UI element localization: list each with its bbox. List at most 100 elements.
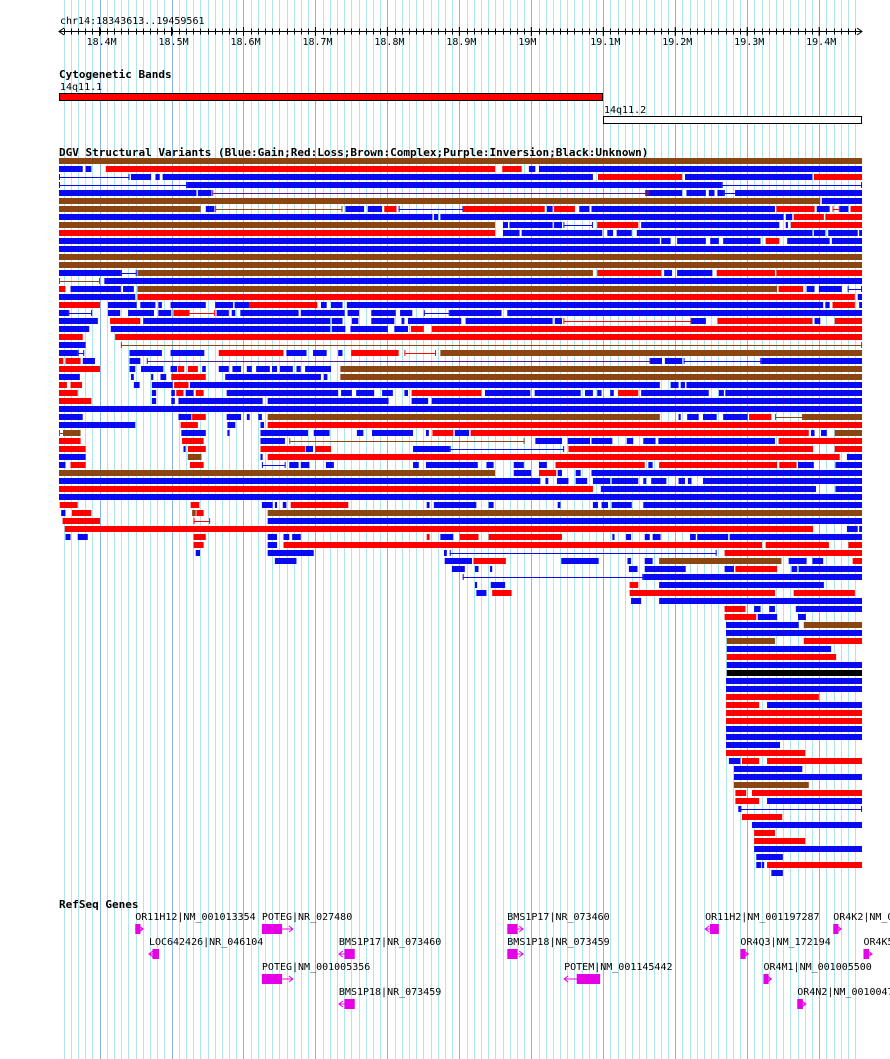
sv-feature[interactable] bbox=[345, 206, 365, 212]
sv-feature[interactable] bbox=[757, 614, 778, 620]
sv-feature[interactable] bbox=[313, 350, 327, 356]
gene-feature[interactable]: BMS1P17|NR_073460 bbox=[338, 937, 441, 959]
sv-feature[interactable] bbox=[59, 198, 821, 204]
sv-feature[interactable] bbox=[185, 390, 194, 396]
sv-feature[interactable] bbox=[151, 374, 154, 380]
sv-feature[interactable] bbox=[513, 470, 532, 476]
sv-feature[interactable] bbox=[258, 414, 262, 420]
sv-feature[interactable] bbox=[561, 558, 599, 564]
sv-feature[interactable] bbox=[190, 502, 200, 508]
sv-feature[interactable] bbox=[825, 214, 863, 220]
sv-feature[interactable] bbox=[413, 462, 419, 468]
sv-feature[interactable] bbox=[176, 390, 184, 396]
sv-feature[interactable] bbox=[289, 462, 299, 468]
sv-feature[interactable] bbox=[680, 382, 686, 388]
gene-feature[interactable]: OR4K5 bbox=[863, 937, 890, 959]
gene-feature[interactable]: BMS1P17|NR_073460 bbox=[507, 912, 610, 934]
sv-feature[interactable] bbox=[726, 622, 799, 628]
sv-feature[interactable] bbox=[834, 430, 863, 436]
sv-feature[interactable] bbox=[708, 190, 715, 196]
track-title-refseq-genes[interactable]: RefSeq Genes bbox=[59, 898, 138, 911]
sv-feature[interactable] bbox=[426, 534, 430, 540]
sv-feature[interactable] bbox=[554, 318, 562, 324]
sv-feature[interactable] bbox=[726, 654, 837, 660]
sv-feature[interactable] bbox=[283, 534, 290, 540]
sv-feature[interactable] bbox=[155, 174, 160, 180]
track-title-dgv[interactable]: DGV Structural Variants (Blue:Gain;Red:L… bbox=[59, 146, 648, 159]
sv-feature[interactable] bbox=[803, 638, 863, 644]
sv-feature[interactable] bbox=[726, 694, 819, 700]
sv-feature[interactable] bbox=[331, 318, 343, 324]
sv-feature[interactable] bbox=[367, 206, 383, 212]
sv-feature[interactable] bbox=[195, 550, 201, 556]
sv-feature[interactable] bbox=[643, 478, 647, 484]
sv-feature[interactable] bbox=[65, 358, 81, 364]
sv-feature[interactable] bbox=[128, 310, 154, 316]
sv-feature[interactable] bbox=[610, 390, 614, 396]
sv-feature[interactable] bbox=[607, 230, 614, 236]
sv-feature[interactable] bbox=[659, 582, 824, 588]
sv-feature[interactable] bbox=[62, 518, 101, 524]
sv-feature[interactable] bbox=[626, 438, 634, 444]
sv-feature[interactable] bbox=[260, 454, 263, 460]
sv-feature[interactable] bbox=[611, 502, 632, 508]
gene-feature[interactable]: OR4M1|NM_001005500 bbox=[763, 962, 872, 984]
sv-feature[interactable] bbox=[180, 422, 198, 428]
sv-feature[interactable] bbox=[202, 366, 206, 372]
sv-feature[interactable] bbox=[821, 198, 863, 204]
sv-feature[interactable] bbox=[751, 790, 863, 796]
sv-feature[interactable] bbox=[793, 590, 855, 596]
sv-feature[interactable] bbox=[110, 326, 331, 332]
sv-feature[interactable] bbox=[234, 302, 249, 308]
sv-feature[interactable] bbox=[733, 782, 809, 788]
sv-feature[interactable] bbox=[691, 318, 706, 324]
sv-feature[interactable] bbox=[351, 318, 359, 324]
sv-feature[interactable] bbox=[756, 854, 783, 860]
sv-feature[interactable] bbox=[59, 414, 83, 420]
sv-feature[interactable] bbox=[776, 206, 815, 212]
sv-feature[interactable] bbox=[205, 206, 215, 212]
sv-feature[interactable] bbox=[371, 310, 396, 316]
sv-feature[interactable] bbox=[59, 342, 86, 348]
sv-feature[interactable] bbox=[545, 478, 549, 484]
sv-feature[interactable] bbox=[340, 374, 863, 380]
sv-feature[interactable] bbox=[425, 462, 478, 468]
sv-feature[interactable] bbox=[835, 462, 863, 468]
sv-feature[interactable] bbox=[629, 582, 639, 588]
sv-feature[interactable] bbox=[267, 422, 863, 428]
sv-feature[interactable] bbox=[728, 758, 741, 764]
sv-feature[interactable] bbox=[411, 390, 482, 396]
sv-feature[interactable] bbox=[59, 462, 66, 468]
sv-feature[interactable] bbox=[347, 310, 360, 316]
sv-feature[interactable] bbox=[839, 206, 849, 212]
sv-feature[interactable] bbox=[433, 214, 439, 220]
sv-feature[interactable] bbox=[330, 302, 343, 308]
sv-feature[interactable] bbox=[591, 470, 863, 476]
sv-feature[interactable] bbox=[470, 430, 809, 436]
sv-feature[interactable] bbox=[652, 534, 661, 540]
sv-feature[interactable] bbox=[643, 438, 656, 444]
sv-feature[interactable] bbox=[59, 158, 863, 164]
sv-feature[interactable] bbox=[788, 558, 807, 564]
sv-feature[interactable] bbox=[170, 366, 178, 372]
sv-feature[interactable] bbox=[313, 430, 330, 436]
sv-feature[interactable] bbox=[463, 206, 545, 212]
sv-feature[interactable] bbox=[110, 318, 141, 324]
sv-feature[interactable] bbox=[267, 414, 660, 420]
sv-feature[interactable] bbox=[575, 478, 588, 484]
sv-feature[interactable] bbox=[806, 286, 815, 292]
sv-feature[interactable] bbox=[187, 454, 202, 460]
sv-feature[interactable] bbox=[754, 830, 775, 836]
sv-feature[interactable] bbox=[724, 550, 863, 556]
sv-feature[interactable] bbox=[776, 270, 863, 276]
sv-feature[interactable] bbox=[749, 414, 772, 420]
sv-feature[interactable] bbox=[151, 398, 157, 404]
sv-feature[interactable] bbox=[724, 606, 746, 612]
sv-feature[interactable] bbox=[821, 430, 827, 436]
sv-feature[interactable] bbox=[797, 462, 814, 468]
sv-feature[interactable] bbox=[296, 366, 301, 372]
sv-feature[interactable] bbox=[726, 662, 863, 668]
sv-feature[interactable] bbox=[107, 310, 121, 316]
sv-feature[interactable] bbox=[818, 286, 842, 292]
